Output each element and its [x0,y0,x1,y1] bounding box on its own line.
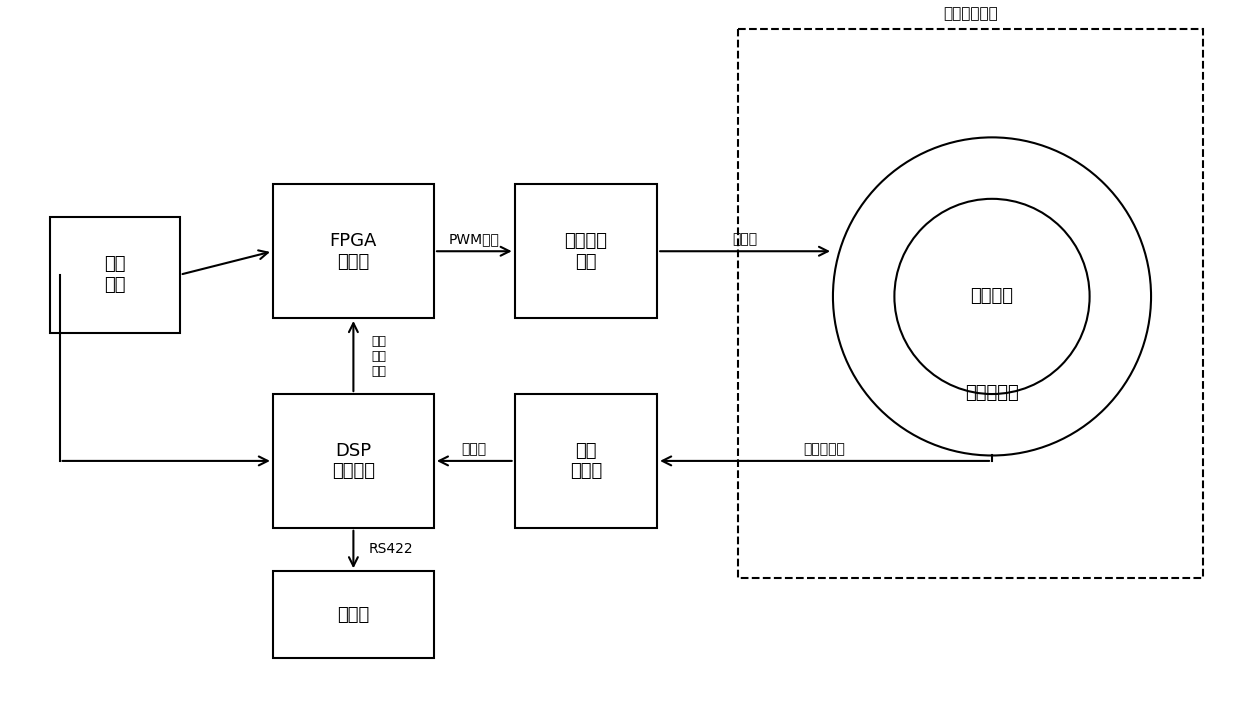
Bar [515,184,657,318]
Bar [273,184,434,318]
Text: 模数
转换器: 模数 转换器 [569,442,603,480]
Text: 角位置信号: 角位置信号 [804,442,846,456]
Text: DSP
微处理器: DSP 微处理器 [332,442,374,480]
Text: 旋转变压器: 旋转变压器 [965,384,1019,402]
Bar [515,394,657,528]
Text: 上位机: 上位机 [337,606,370,623]
Text: FPGA
处理器: FPGA 处理器 [330,232,377,270]
Bar [738,29,1203,578]
Text: 电机驱动
电路: 电机驱动 电路 [564,232,608,270]
Circle shape [833,137,1151,455]
Circle shape [894,199,1090,394]
Bar [273,394,434,528]
Text: 力矩电机: 力矩电机 [971,288,1013,305]
Bar [50,217,180,333]
Text: 数字量: 数字量 [461,442,487,456]
Text: PWM信号: PWM信号 [449,232,500,247]
Text: 电源
模块: 电源 模块 [104,255,125,294]
Text: 数字
控制
信号: 数字 控制 信号 [372,335,387,377]
Text: RS422: RS422 [368,542,413,557]
Bar [273,571,434,658]
Text: 双轴转位机构: 双轴转位机构 [942,6,998,21]
Text: 电信号: 电信号 [733,232,758,247]
